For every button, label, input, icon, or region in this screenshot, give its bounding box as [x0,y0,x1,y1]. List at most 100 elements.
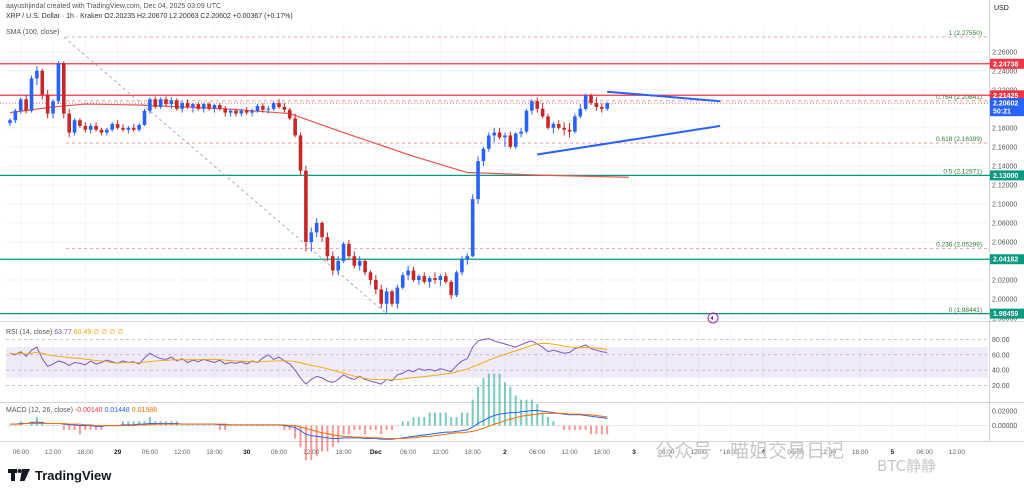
macd-histogram-bar [148,416,151,426]
candle-body [201,104,206,109]
rsi-band [6,347,988,378]
time-tick-label: 30 [243,449,251,456]
symbol-ohlc-line: XRP / U.S. Dollar · 1h · Kraken O2.20235… [6,13,293,20]
macd-histogram-bar [460,412,463,426]
macd-histogram-bar [423,416,426,426]
fib-level-label: 0.618 (2.16399) [936,136,982,143]
candle-body [131,127,136,130]
fib-level-label: 0.5 (2.12971) [943,169,982,176]
candle-body [390,291,394,304]
macd-histogram-bar [584,425,587,430]
candle-body [196,104,201,109]
macd-histogram-bar [272,425,275,427]
price-tick-label: 2.24000 [992,68,1017,75]
macd-histogram-bar [62,425,65,430]
macd-histogram-bar [132,421,135,426]
candle-body [400,275,405,288]
candle-body [142,110,147,125]
time-tick-label: 18:00 [723,449,740,456]
macd-histogram-bar [595,425,598,435]
candle-body [126,127,131,130]
time-tick-label: 12:00 [432,449,449,456]
candle-body [169,100,174,105]
macd-histogram-bar [364,425,367,435]
candle-body [277,103,281,107]
macd-histogram-bar [563,425,566,430]
fib-level-label: 1 (2.27550) [949,30,982,37]
candle-body [8,120,12,124]
candle-body [449,281,453,296]
macd-histogram-bar [547,416,549,426]
macd-histogram-bar [579,425,582,430]
watermark-text-2: BTC静静 [877,457,937,475]
macd-histogram-bar [450,416,453,426]
sma-legend: SMA (100, close) [6,29,60,36]
candle-body [374,279,378,290]
candle-body [530,101,534,111]
macd-histogram-bar [57,425,60,427]
candle-body [573,116,577,132]
macd-histogram-bar [374,425,377,430]
price-tick-label: 2.16000 [992,144,1017,151]
candle-body [88,125,93,130]
price-tick-label: 2.26000 [992,49,1017,56]
candle-body [121,127,125,130]
candle-body [470,199,475,257]
candle-body [438,276,443,280]
macd-line-value: 0.01448 [104,407,130,414]
price-tag-background [990,254,1024,265]
candle-body [406,270,410,276]
time-tick-label: 12:00 [949,449,966,456]
candle-body [250,110,254,113]
tradingview-brand[interactable]: TradingView [8,468,111,483]
macd-histogram-bar [606,425,609,435]
candle-body [228,110,233,113]
rsi-tick-label: 20.00 [992,383,1010,390]
macd-histogram-bar [267,425,270,427]
price-tag-label: 2.20602 [993,101,1018,108]
macd-histogram-bar [477,386,480,426]
candle-body [293,118,297,136]
candle-body [185,103,190,107]
candle-body [352,256,357,266]
candle-body [56,63,61,102]
price-tag-background [990,90,1024,101]
price-tick-label: 2.12000 [992,182,1017,189]
macd-histogram-bar [390,425,393,430]
time-tick-label: 06:00 [271,449,288,456]
macd-histogram-bar [573,425,576,430]
currency-label: USD [994,5,1009,12]
price-tag-background [990,98,1024,109]
candle-body [417,276,421,280]
macd-histogram-bar [541,412,544,426]
macd-histogram-bar [600,425,603,435]
macd-histogram-bar [444,412,447,426]
price-tag-label: 50:21 [993,109,1011,116]
candle-body [605,103,609,109]
macd-histogram-bar [530,399,533,426]
time-tick-label: 12:00 [820,449,837,456]
price-tag-background [990,106,1024,117]
candle-body [476,161,480,200]
macd-histogram-bar [536,404,539,426]
candle-body [567,129,572,132]
macd-histogram-bar [218,425,221,430]
candle-body [503,135,507,138]
macd-histogram-bar [46,425,49,427]
candle-body [379,289,384,304]
candle-body [13,110,18,121]
macd-histogram-bar [9,425,11,427]
macd-histogram-bar [229,425,232,427]
price-tick-label: 2.14000 [992,163,1017,170]
candle-body [24,99,28,111]
rsi-value: 63.77 [54,329,72,336]
candle-body [115,124,120,128]
rsi-tick-label: 60.00 [992,352,1010,359]
price-tick-label: 2.10000 [992,201,1017,208]
candle-body [556,124,561,128]
candle-body [594,103,599,107]
macd-histogram-bar [127,421,130,426]
time-tick-label: Dec [370,449,382,456]
